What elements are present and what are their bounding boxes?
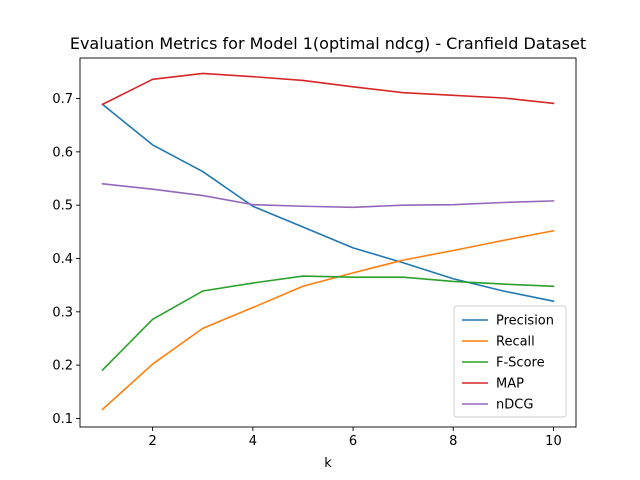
x-tick-label: 8 (449, 434, 457, 449)
y-axis: 0.1 0.2 0.3 0.4 0.5 0.6 0.7 (52, 92, 80, 427)
series-line-f-score (101, 275, 555, 372)
y-tick-label: 0.1 (52, 412, 73, 427)
legend-label: nDCG (496, 398, 533, 413)
chart-title: Evaluation Metrics for Model 1(optimal n… (70, 34, 586, 53)
legend-label: Recall (496, 335, 535, 350)
plot-frame (79, 57, 577, 428)
legend-label: MAP (496, 377, 524, 392)
series-layer (101, 72, 555, 411)
series-line-ndcg (101, 182, 555, 209)
x-tick-label: 4 (249, 434, 257, 449)
series-line-recall (101, 229, 555, 411)
y-tick-label: 0.6 (52, 145, 73, 160)
legend-label: F-Score (496, 356, 545, 371)
x-tick-label: 2 (149, 434, 157, 449)
legend-label: Precision (496, 314, 554, 329)
y-tick-label: 0.4 (52, 252, 73, 267)
y-tick-label: 0.2 (52, 359, 73, 374)
series-line-map (101, 72, 555, 106)
x-tick-label: 6 (349, 434, 357, 449)
series-line-precision (101, 103, 555, 303)
x-tick-label: 10 (545, 434, 562, 449)
legend: Precision Recall F-Score MAP nDCG (453, 305, 567, 418)
y-tick-label: 0.5 (52, 199, 73, 214)
x-axis-label: k (324, 456, 332, 471)
y-tick-label: 0.3 (52, 305, 73, 320)
legend-box (453, 305, 567, 418)
y-tick-label: 0.7 (52, 92, 73, 107)
x-axis: 2 4 6 8 10 (149, 427, 562, 449)
